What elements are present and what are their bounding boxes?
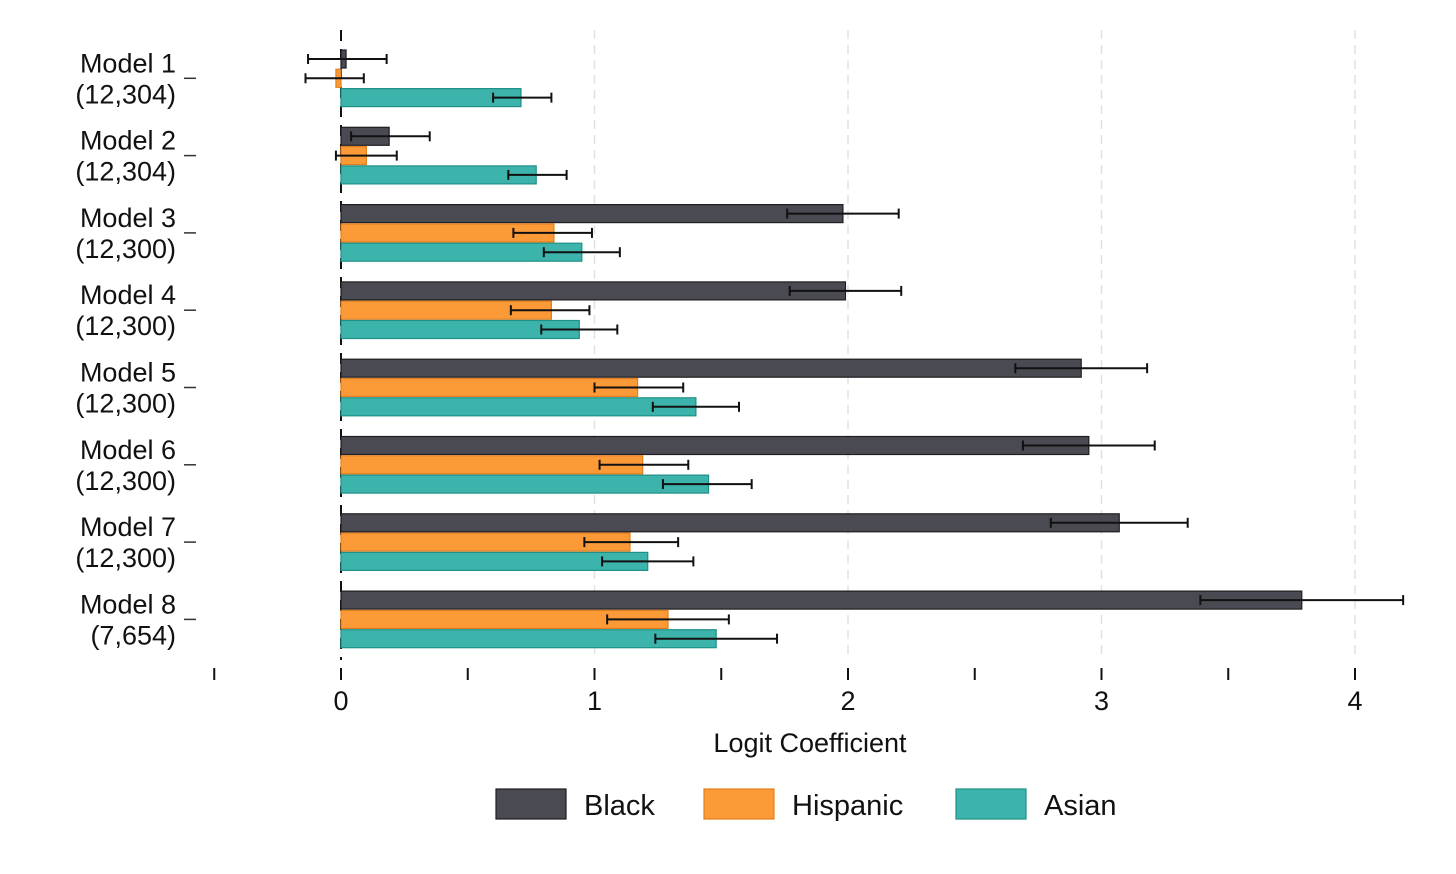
- bar-asian: [340, 397, 697, 417]
- y-tick-sample-size: (7,654): [90, 620, 176, 650]
- legend-label-black: Black: [584, 790, 655, 822]
- legend-label-asian: Asian: [1044, 790, 1117, 822]
- bar-black: [340, 358, 1082, 378]
- y-tick-label: Model 8: [80, 589, 176, 619]
- x-axis: 0 1 2 3 4: [213, 668, 1363, 716]
- y-tick-label: Model 5: [80, 358, 176, 388]
- bar-black: [340, 590, 1303, 610]
- bar-hispanic: [340, 377, 639, 398]
- x-tick-label: 0: [333, 686, 348, 716]
- legend-swatch-hispanic: [703, 788, 775, 820]
- y-tick-label: Model 4: [80, 280, 176, 310]
- y-tick-label: Model 6: [80, 435, 176, 465]
- y-tick-label: Model 7: [80, 512, 176, 542]
- y-axis: Model 1(12,304)Model 2(12,304)Model 3(12…: [75, 48, 196, 650]
- error-bars: [304, 54, 1405, 644]
- y-tick-sample-size: (12,300): [75, 234, 176, 264]
- x-tick-label: 4: [1347, 686, 1362, 716]
- y-tick-label: Model 3: [80, 203, 176, 233]
- bar-black: [340, 513, 1120, 533]
- y-tick-sample-size: (12,300): [75, 389, 176, 419]
- bar-black: [340, 204, 844, 224]
- y-tick-sample-size: (12,300): [75, 543, 176, 573]
- legend-label-hispanic: Hispanic: [792, 790, 903, 822]
- y-tick-sample-size: (12,304): [75, 79, 176, 109]
- y-tick-label: Model 2: [80, 126, 176, 156]
- bar-hispanic: [340, 455, 644, 475]
- y-tick-sample-size: (12,300): [75, 311, 176, 341]
- bar-asian: [340, 165, 537, 185]
- x-tick-label: 1: [587, 686, 602, 716]
- bar-black: [340, 435, 1090, 456]
- legend-swatch-asian: [955, 788, 1027, 820]
- bar-black: [340, 281, 847, 301]
- x-tick-label: 3: [1094, 686, 1109, 716]
- bars: [335, 49, 1303, 649]
- x-tick-label: 2: [840, 686, 855, 716]
- y-tick-label: Model 1: [80, 48, 176, 78]
- bar-asian: [340, 474, 710, 494]
- y-tick-sample-size: (12,304): [75, 157, 176, 187]
- legend: Black Hispanic Asian: [495, 788, 1117, 822]
- legend-swatch-black: [495, 788, 567, 820]
- x-axis-label: Logit Coefficient: [713, 728, 907, 758]
- y-tick-sample-size: (12,300): [75, 466, 176, 496]
